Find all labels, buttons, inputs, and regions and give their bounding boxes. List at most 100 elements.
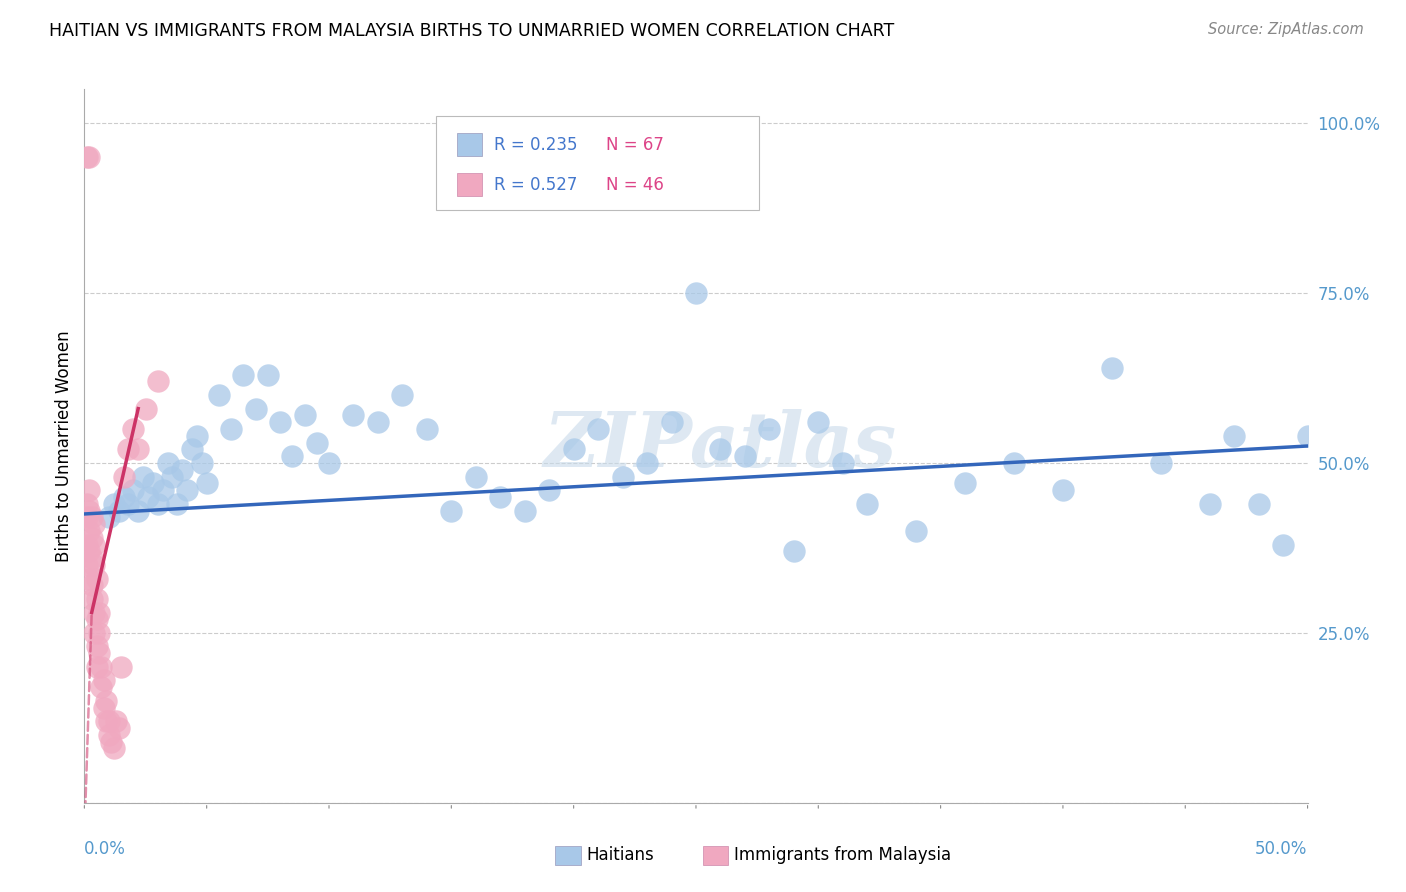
Point <box>195 476 218 491</box>
Point <box>76 150 98 164</box>
Point <box>112 469 135 483</box>
Point <box>86 591 108 606</box>
Point <box>257 368 280 382</box>
Point <box>538 483 561 498</box>
Point <box>117 497 139 511</box>
Point <box>1296 429 1319 443</box>
Point <box>86 660 108 674</box>
Point <box>146 375 169 389</box>
Point <box>132 469 155 483</box>
Point <box>77 524 100 538</box>
Point <box>117 442 139 457</box>
Point <box>416 422 439 436</box>
Point <box>87 646 110 660</box>
Text: N = 67: N = 67 <box>606 136 664 153</box>
Point <box>97 714 120 729</box>
Point <box>105 714 128 729</box>
Point <box>1309 497 1331 511</box>
Text: N = 46: N = 46 <box>606 176 664 194</box>
Point <box>953 476 976 491</box>
Point <box>127 503 149 517</box>
Point <box>734 449 756 463</box>
Point <box>1223 429 1246 443</box>
Point <box>90 680 112 694</box>
Point <box>146 497 169 511</box>
Point <box>709 442 731 457</box>
Point <box>758 422 780 436</box>
Point <box>96 714 118 729</box>
Point <box>122 422 145 436</box>
Point <box>905 524 928 538</box>
Point <box>76 558 98 572</box>
Point <box>342 409 364 423</box>
Point <box>136 490 159 504</box>
Point <box>93 673 115 688</box>
Point <box>1150 456 1173 470</box>
Point <box>1247 497 1270 511</box>
Point <box>77 544 100 558</box>
Text: Source: ZipAtlas.com: Source: ZipAtlas.com <box>1208 22 1364 37</box>
Point <box>77 572 100 586</box>
Point <box>636 456 658 470</box>
Point <box>305 435 328 450</box>
Point <box>208 388 231 402</box>
Point <box>186 429 208 443</box>
Point <box>152 483 174 498</box>
Point <box>77 483 100 498</box>
Point <box>77 150 100 164</box>
Point <box>1052 483 1074 498</box>
Point <box>76 510 98 524</box>
Point <box>1309 415 1331 429</box>
Point <box>80 531 103 545</box>
Text: Haitians: Haitians <box>586 847 654 864</box>
Point <box>219 422 242 436</box>
Point <box>294 409 316 423</box>
Point <box>1002 456 1025 470</box>
Text: 50.0%: 50.0% <box>1256 840 1308 858</box>
Point <box>142 476 165 491</box>
Text: HAITIAN VS IMMIGRANTS FROM MALAYSIA BIRTHS TO UNMARRIED WOMEN CORRELATION CHART: HAITIAN VS IMMIGRANTS FROM MALAYSIA BIRT… <box>49 22 894 40</box>
Point <box>166 497 188 511</box>
Point <box>856 497 879 511</box>
Point <box>86 640 108 654</box>
Point <box>76 497 98 511</box>
Point <box>176 483 198 498</box>
Point <box>80 591 103 606</box>
Point <box>100 734 122 748</box>
Point <box>96 694 118 708</box>
Text: R = 0.235: R = 0.235 <box>494 136 576 153</box>
Point <box>1198 497 1220 511</box>
Point <box>181 442 204 457</box>
Point <box>440 503 463 517</box>
Text: 0.0%: 0.0% <box>84 840 127 858</box>
Point <box>110 660 132 674</box>
Point <box>661 415 683 429</box>
Point <box>127 442 149 457</box>
Point <box>156 456 179 470</box>
Point <box>87 606 110 620</box>
Text: R = 0.527: R = 0.527 <box>494 176 576 194</box>
Point <box>90 660 112 674</box>
Point <box>281 449 304 463</box>
Point <box>97 728 120 742</box>
Point <box>1309 435 1331 450</box>
Point <box>112 490 135 504</box>
Point <box>232 368 254 382</box>
Point <box>783 544 806 558</box>
Point <box>83 537 105 551</box>
Point <box>80 578 103 592</box>
Point <box>245 401 267 416</box>
Point <box>318 456 340 470</box>
Point <box>807 415 830 429</box>
Text: Immigrants from Malaysia: Immigrants from Malaysia <box>734 847 950 864</box>
Point <box>1272 537 1295 551</box>
Point <box>367 415 389 429</box>
Point <box>80 510 103 524</box>
Point <box>162 469 184 483</box>
Point <box>93 700 115 714</box>
Point <box>83 626 105 640</box>
Point <box>1101 360 1123 375</box>
Point <box>172 463 194 477</box>
Point <box>685 286 707 301</box>
Point <box>80 551 103 566</box>
